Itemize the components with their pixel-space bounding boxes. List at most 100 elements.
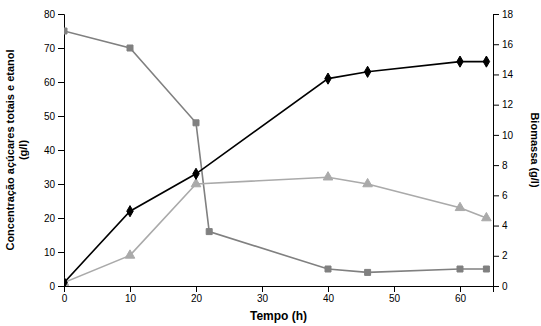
chart: 0 10 20 30 40 50 60 0 10 20 30 40 50 60 70 80 0 2 4 6 8 10 12 1… bbox=[0, 0, 541, 326]
tick-label: 50 bbox=[44, 111, 56, 122]
tick: 20 bbox=[191, 286, 203, 304]
y-axis-title: Concentração açúcares totais e etanol(g/… bbox=[4, 49, 29, 250]
tick: 16 bbox=[493, 39, 514, 50]
tick-mark bbox=[58, 116, 64, 117]
tick-label: 2 bbox=[502, 250, 508, 261]
marker bbox=[483, 56, 489, 67]
tick-mark bbox=[493, 74, 499, 75]
marker bbox=[206, 229, 212, 235]
tick-mark bbox=[460, 286, 461, 292]
tick: 30 bbox=[44, 179, 64, 190]
tick: 14 bbox=[493, 69, 514, 80]
line bbox=[64, 177, 486, 282]
tick-mark bbox=[58, 286, 64, 287]
tick: 40 bbox=[44, 145, 64, 156]
tick-label: 10 bbox=[502, 130, 514, 141]
tick-mark bbox=[58, 218, 64, 219]
tick-label: 30 bbox=[257, 293, 269, 304]
marks bbox=[64, 28, 491, 286]
tick-label: 40 bbox=[44, 145, 56, 156]
marker bbox=[64, 277, 67, 286]
tick: 50 bbox=[44, 111, 64, 122]
axis-line bbox=[58, 15, 65, 287]
tick-label: 0 bbox=[62, 293, 68, 304]
tick-label: 0 bbox=[502, 281, 508, 292]
marker bbox=[457, 56, 463, 67]
tick-mark bbox=[493, 226, 499, 227]
marker bbox=[64, 28, 67, 34]
tick-label: 14 bbox=[502, 69, 514, 80]
tick-mark bbox=[394, 286, 395, 292]
tick: 4 bbox=[493, 220, 508, 231]
tick-mark bbox=[493, 14, 499, 15]
tick-mark bbox=[58, 82, 64, 83]
tick-label: 6 bbox=[502, 190, 508, 201]
tick: 10 bbox=[44, 247, 64, 258]
plot: 0 10 20 30 40 50 60 0 10 20 30 40 50 60 70 80 0 2 4 6 8 10 12 1… bbox=[44, 9, 514, 304]
tick: 12 bbox=[493, 99, 514, 110]
line bbox=[64, 31, 486, 272]
tick: 50 bbox=[389, 286, 401, 304]
tick-mark bbox=[58, 150, 64, 151]
marker bbox=[363, 178, 373, 186]
marker bbox=[325, 266, 331, 272]
marker bbox=[365, 269, 371, 275]
tick-label: 0 bbox=[49, 281, 55, 292]
tick-label: 20 bbox=[191, 293, 203, 304]
tick: 6 bbox=[493, 190, 508, 201]
tick: 10 bbox=[125, 286, 137, 304]
tick-mark bbox=[262, 286, 263, 292]
tick: 20 bbox=[44, 213, 64, 224]
tick-mark bbox=[493, 165, 499, 166]
series bbox=[64, 56, 490, 286]
tick-label: 10 bbox=[44, 247, 56, 258]
axis-line bbox=[65, 287, 494, 293]
tick-label: 60 bbox=[455, 293, 467, 304]
axis-line bbox=[494, 15, 500, 287]
tick-label: 4 bbox=[502, 220, 508, 231]
marker bbox=[364, 66, 370, 77]
tick-mark bbox=[493, 44, 499, 45]
tick-label: 70 bbox=[44, 43, 56, 54]
tick-mark bbox=[328, 286, 329, 292]
tick: 0 bbox=[493, 281, 508, 292]
marker bbox=[125, 250, 135, 258]
tick-label: 16 bbox=[502, 39, 514, 50]
tick-mark bbox=[493, 286, 499, 287]
tick: 40 bbox=[323, 286, 335, 304]
tick: 80 bbox=[44, 9, 64, 20]
tick: 18 bbox=[493, 9, 514, 20]
tick-label: 18 bbox=[502, 9, 514, 20]
tick-label: 40 bbox=[323, 293, 335, 304]
tick-label: 20 bbox=[44, 213, 56, 224]
marker bbox=[455, 202, 465, 210]
tick-label: 12 bbox=[502, 99, 514, 110]
y-axis: 0 10 20 30 40 50 60 70 80 bbox=[44, 9, 65, 292]
tick-mark bbox=[58, 252, 64, 253]
tick: 0 bbox=[62, 286, 68, 304]
tick-mark bbox=[58, 14, 64, 15]
tick: 10 bbox=[493, 130, 514, 141]
tick-label: 50 bbox=[389, 293, 401, 304]
tick: 0 bbox=[49, 281, 64, 292]
tick-mark bbox=[58, 184, 64, 185]
tick-mark bbox=[493, 256, 499, 257]
series bbox=[64, 172, 491, 286]
tick-mark bbox=[130, 286, 131, 292]
y2-axis: 0 2 4 6 8 10 12 14 16 18 bbox=[493, 9, 514, 292]
tick-label: 80 bbox=[44, 9, 56, 20]
tick-mark bbox=[196, 286, 197, 292]
x-axis-title: Tempo (h) bbox=[250, 309, 307, 323]
tick-mark bbox=[493, 195, 499, 196]
marker bbox=[457, 266, 463, 272]
tick-label: 8 bbox=[502, 160, 508, 171]
tick-mark bbox=[493, 135, 499, 136]
tick-mark bbox=[58, 48, 64, 49]
tick-label: 60 bbox=[44, 77, 56, 88]
marker bbox=[482, 212, 492, 220]
tick: 2 bbox=[493, 250, 508, 261]
tick: 60 bbox=[455, 286, 467, 304]
marker bbox=[325, 73, 331, 84]
marker bbox=[127, 206, 133, 217]
line bbox=[64, 62, 486, 283]
